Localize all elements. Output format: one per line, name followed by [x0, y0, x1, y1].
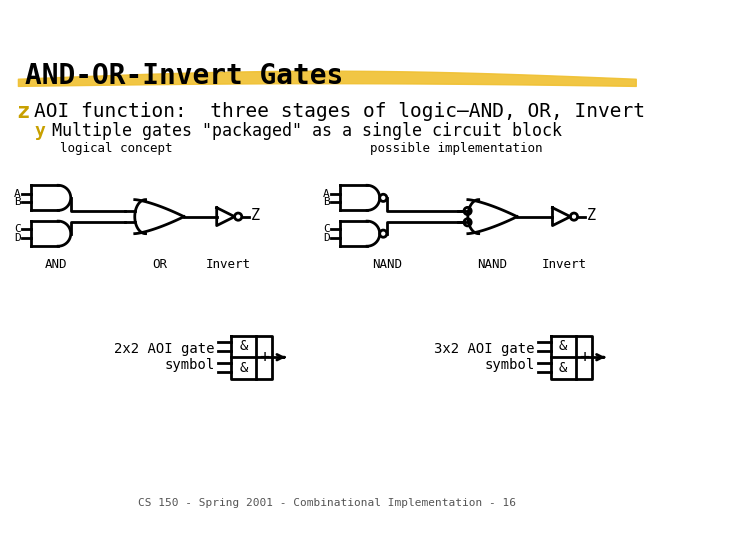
Text: 2x2 AOI gate
symbol: 2x2 AOI gate symbol	[115, 342, 215, 373]
Text: C: C	[14, 224, 20, 235]
Text: AOI function:  three stages of logic—AND, OR, Invert: AOI function: three stages of logic—AND,…	[34, 102, 645, 121]
Text: +: +	[259, 348, 269, 366]
Text: logical concept: logical concept	[60, 142, 173, 155]
Text: CS 150 - Spring 2001 - Combinational Implementation - 16: CS 150 - Spring 2001 - Combinational Imp…	[138, 498, 516, 508]
Text: OR: OR	[152, 258, 167, 271]
Text: Z: Z	[586, 208, 596, 223]
Text: D: D	[323, 233, 329, 243]
Text: B: B	[14, 197, 20, 207]
Text: possible implementation: possible implementation	[370, 142, 543, 155]
Text: C: C	[323, 224, 329, 235]
Text: &: &	[239, 340, 247, 353]
Text: Invert: Invert	[206, 258, 251, 271]
Text: Multiple gates "packaged" as a single circuit block: Multiple gates "packaged" as a single ci…	[52, 122, 562, 139]
Text: 3x2 AOI gate
symbol: 3x2 AOI gate symbol	[434, 342, 534, 373]
Text: NAND: NAND	[477, 258, 507, 271]
Text: &: &	[239, 361, 247, 375]
Text: NAND: NAND	[372, 258, 402, 271]
Text: y: y	[34, 122, 45, 139]
Text: AND-OR-Invert Gates: AND-OR-Invert Gates	[25, 62, 343, 90]
Text: Z: Z	[250, 208, 260, 223]
Text: A: A	[14, 189, 20, 199]
Text: +: +	[579, 348, 589, 366]
Text: D: D	[14, 233, 20, 243]
Text: z: z	[16, 102, 29, 122]
Text: A: A	[323, 189, 329, 199]
Text: Invert: Invert	[542, 258, 587, 271]
Text: B: B	[323, 197, 329, 207]
Text: AND: AND	[45, 258, 66, 271]
Text: &: &	[559, 361, 567, 375]
Text: &: &	[559, 340, 567, 353]
